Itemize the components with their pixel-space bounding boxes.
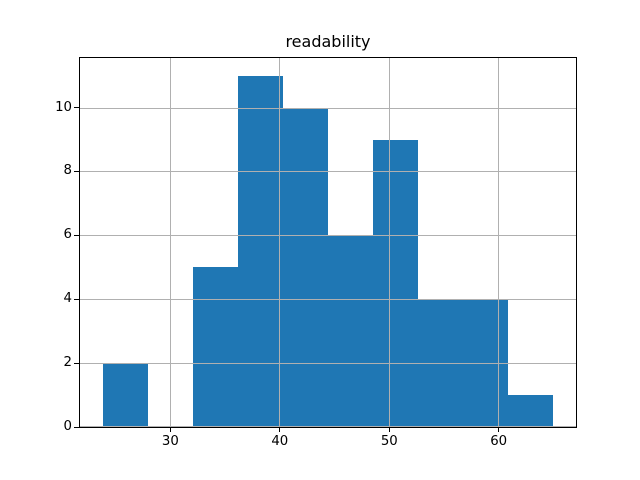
histogram-bar	[508, 395, 554, 427]
grid-line-x	[498, 58, 500, 427]
histogram-bar	[282, 107, 328, 427]
histogram-bar	[418, 299, 464, 427]
plot-area: 30 40 50 60 0 2 4 6 8 10	[55, 57, 577, 449]
x-tick-label: 30	[161, 434, 179, 449]
chart-title: readability	[285, 32, 371, 51]
y-tick-label: 6	[63, 227, 72, 243]
grid-line-y	[80, 363, 576, 365]
grid-line-y	[80, 426, 576, 427]
grid-line-x	[388, 58, 390, 427]
histogram-bar	[373, 139, 419, 427]
x-axis-tick	[388, 427, 390, 432]
x-tick-label: 40	[271, 434, 289, 449]
grid-line-y	[80, 299, 576, 301]
histogram-bar	[102, 363, 148, 427]
y-tick-label: 10	[55, 99, 72, 115]
grid-line-x	[169, 58, 171, 427]
x-tick-label: 50	[380, 434, 398, 449]
x-axis-tick	[498, 427, 500, 432]
y-tick-label: 0	[63, 419, 72, 434]
histogram-bar	[328, 235, 374, 427]
y-axis-tick	[74, 234, 79, 236]
y-tick-label: 8	[63, 163, 72, 179]
grid-line-y	[80, 235, 576, 237]
x-axis-tick	[279, 427, 281, 432]
grid-line-y	[80, 107, 576, 109]
y-axis-tick	[74, 362, 79, 364]
histogram-bar	[463, 299, 509, 427]
y-axis-tick	[74, 170, 79, 172]
x-axis-tick	[169, 427, 171, 432]
histogram-bar	[237, 75, 283, 427]
y-axis-tick	[74, 426, 79, 428]
grid-line-x	[279, 58, 281, 427]
y-tick-label: 2	[63, 355, 72, 371]
grid-line-y	[80, 171, 576, 173]
y-tick-label: 4	[63, 291, 72, 307]
y-axis-tick	[74, 107, 79, 108]
histogram-bar	[192, 267, 238, 427]
x-tick-label: 60	[490, 434, 508, 449]
y-axis-tick	[74, 298, 79, 300]
